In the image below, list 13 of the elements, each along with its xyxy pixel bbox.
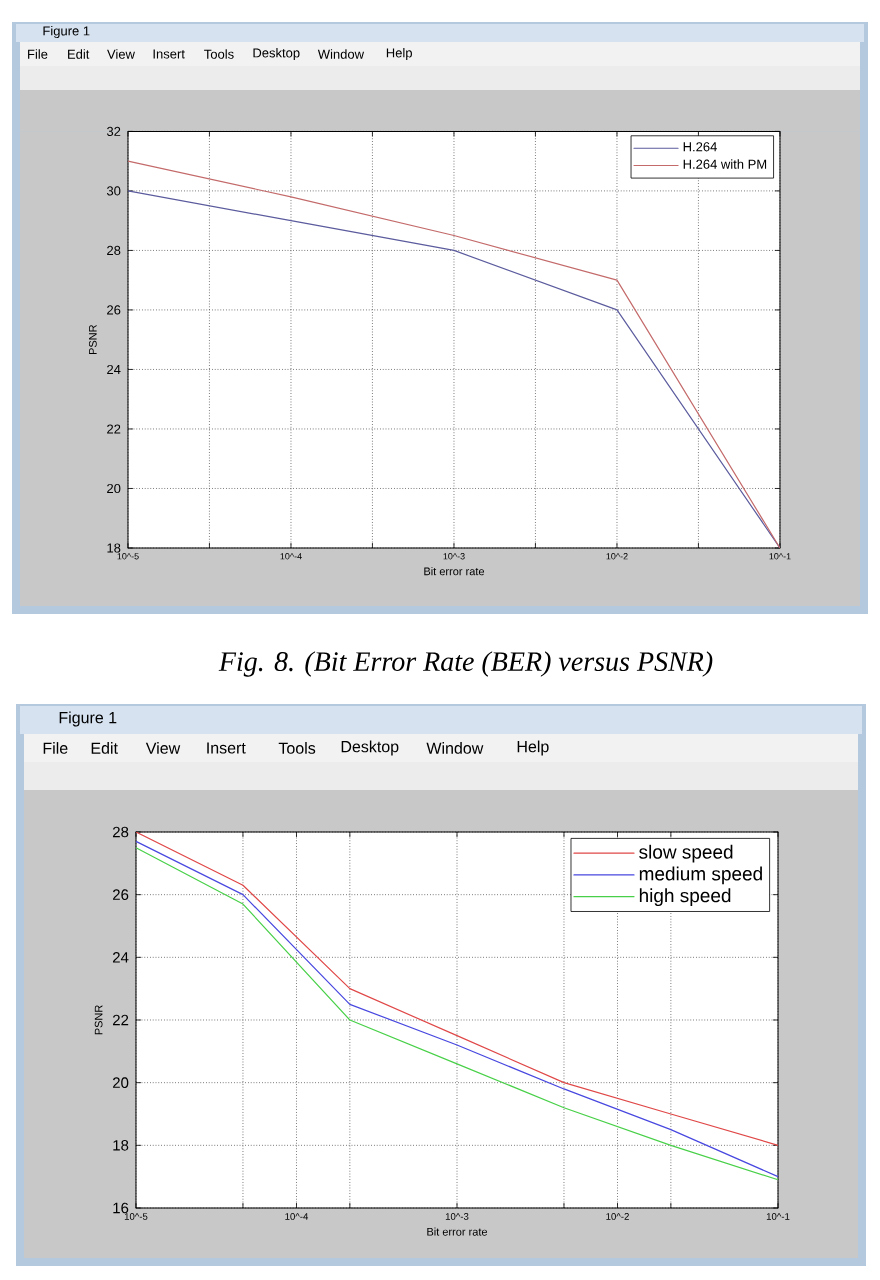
caption: Fig. 8. (Bit Error Rate (BER) versus PSNR)	[218, 651, 713, 677]
text: Desktop	[341, 740, 399, 756]
chart-title: Figure 1	[59, 711, 117, 727]
legend-label: high speed	[639, 888, 731, 907]
text: View	[145, 742, 181, 754]
text: Tools	[278, 742, 316, 754]
legend-label: slow speed	[639, 844, 733, 863]
text: Help	[517, 740, 549, 756]
text: Edit	[91, 742, 118, 754]
legend-label: medium speed	[639, 866, 762, 885]
text: Insert	[207, 742, 246, 754]
text: File	[43, 742, 68, 754]
text: Window	[426, 742, 484, 754]
